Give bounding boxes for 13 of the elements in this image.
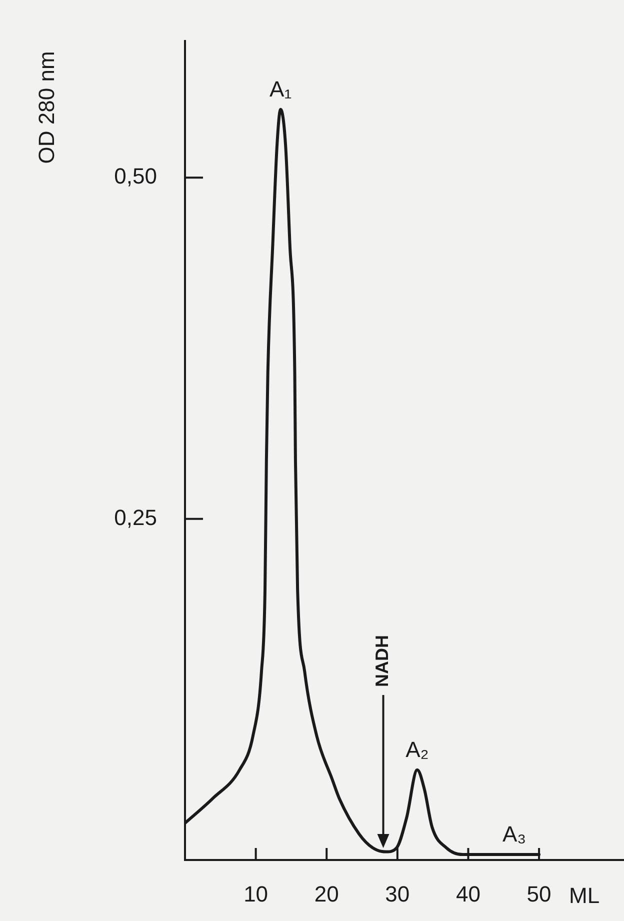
x-tick-label: 50 — [526, 881, 552, 906]
y-tick-label: 0,25 — [114, 504, 157, 530]
x-tick-label: 40 — [456, 881, 480, 906]
ref-line-label: NADH — [372, 635, 392, 687]
annotation: A₃ — [502, 822, 526, 847]
x-axis-title: ML — [569, 883, 600, 908]
x-tick-label: 10 — [244, 881, 268, 906]
y-axis-title: OD 280 nm — [34, 51, 60, 164]
y-tick-label: 0,50 — [114, 164, 157, 189]
annotation: A₂ — [406, 736, 429, 762]
x-tick-label: 20 — [314, 881, 339, 906]
annotation: A₁ — [270, 76, 292, 102]
x-tick-label: 30 — [385, 881, 410, 906]
